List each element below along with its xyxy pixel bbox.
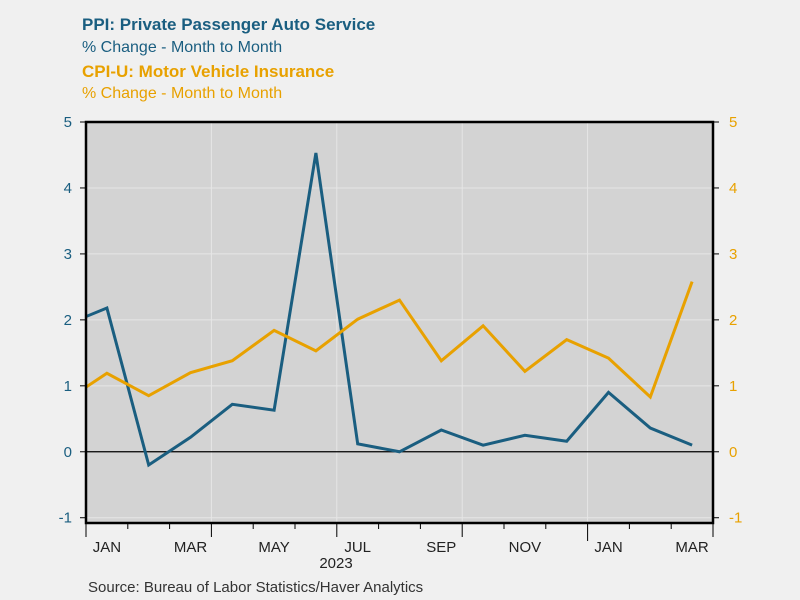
subtitle-cpi: % Change - Month to Month bbox=[82, 85, 282, 102]
x-tick-label: NOV bbox=[509, 539, 542, 556]
series-line-ppi bbox=[86, 152, 693, 468]
y-tick-label-left: 2 bbox=[64, 312, 72, 329]
y-tick-label-left: 4 bbox=[64, 180, 72, 197]
y-tick-label-left: 0 bbox=[64, 444, 72, 461]
y-tick-label-left: 1 bbox=[64, 378, 72, 395]
plot-frame bbox=[84, 120, 715, 525]
y-tick-label-right: -1 bbox=[729, 510, 742, 527]
series-line-cpi bbox=[86, 281, 694, 400]
x-tick-label: MAR bbox=[174, 539, 208, 556]
y-tick-label-right: 0 bbox=[729, 444, 737, 461]
y-tick-label-left: 3 bbox=[64, 246, 72, 263]
y-tick-label-left: 5 bbox=[64, 114, 72, 131]
x-tick-label: JUL bbox=[344, 539, 371, 556]
x-year-label: 2023 bbox=[319, 555, 352, 572]
y-tick-label-right: 2 bbox=[729, 312, 737, 329]
plot-background bbox=[86, 122, 713, 523]
y-tick-label-left: -1 bbox=[59, 510, 72, 527]
x-tick-label: SEP bbox=[426, 539, 456, 556]
y-tick-label-right: 3 bbox=[729, 246, 737, 263]
x-tick-label: MAR bbox=[675, 539, 709, 556]
x-tick-label: MAY bbox=[258, 539, 289, 556]
x-tick-label: JAN bbox=[93, 539, 121, 556]
subtitle-ppi: % Change - Month to Month bbox=[82, 39, 282, 56]
title-cpi: CPI-U: Motor Vehicle Insurance bbox=[82, 62, 334, 81]
y-tick-label-right: 4 bbox=[729, 180, 737, 197]
x-tick-label: JAN bbox=[594, 539, 622, 556]
source-note: Source: Bureau of Labor Statistics/Haver… bbox=[88, 579, 423, 596]
title-ppi: PPI: Private Passenger Auto Service bbox=[82, 15, 375, 34]
y-tick-label-right: 1 bbox=[729, 378, 737, 395]
y-tick-label-right: 5 bbox=[729, 114, 737, 131]
plot-area: -1 -1 0 0 1 1 2 2 3 3 4 4 5 5 JAN MAR MAY JUL SEP NOV JAN MAR bbox=[59, 114, 743, 556]
